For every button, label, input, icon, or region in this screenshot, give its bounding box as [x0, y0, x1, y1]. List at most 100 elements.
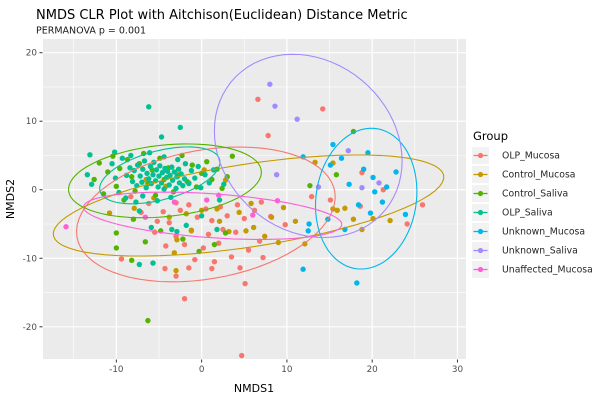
data-point	[248, 200, 254, 207]
data-point	[241, 215, 247, 222]
confidence-ellipse-OLP_Mucosa	[76, 146, 336, 283]
data-point	[229, 153, 236, 159]
legend-item-label: OLP_Mucosa	[502, 151, 560, 162]
data-point	[174, 237, 180, 243]
data-point	[209, 265, 215, 272]
x-tick-label: 30	[452, 365, 464, 375]
data-point	[192, 175, 198, 181]
data-point	[140, 193, 146, 199]
data-point	[272, 103, 278, 109]
data-point	[221, 181, 227, 187]
data-point	[215, 192, 222, 198]
data-point	[137, 173, 143, 179]
data-point	[128, 174, 135, 180]
data-point	[146, 200, 152, 207]
data-point	[209, 217, 215, 224]
data-point	[127, 165, 133, 171]
data-point	[158, 134, 165, 140]
confidence-ellipse-Unaffected_Mucosa	[83, 191, 343, 240]
y-tick-label: -10	[23, 254, 38, 264]
data-point	[200, 245, 207, 251]
data-point	[188, 167, 195, 174]
data-point	[306, 221, 312, 227]
data-point	[173, 273, 179, 279]
y-tick-label: -20	[23, 323, 38, 333]
data-point	[171, 169, 178, 175]
data-point	[141, 158, 148, 164]
data-point	[334, 207, 340, 214]
data-point	[152, 192, 159, 198]
data-point	[153, 167, 160, 173]
legend-item-label: Unknown_Saliva	[502, 246, 578, 257]
legend-item-Unknown_Saliva: Unknown_Saliva	[472, 242, 578, 259]
x-tick-label: 0	[199, 365, 205, 375]
data-point	[166, 214, 172, 220]
confidence-ellipse-Control_Mucosa	[52, 154, 445, 257]
data-point	[63, 224, 69, 230]
y-tick-label: 0	[31, 186, 37, 196]
legend-items: OLP_Mucosa Control_Mucosa Control_Saliva OL…	[472, 147, 593, 278]
data-point	[206, 180, 213, 186]
data-point	[228, 254, 235, 260]
x-tick-label: 20	[367, 365, 379, 375]
data-point	[188, 227, 195, 233]
points-OLP_Mucosa	[118, 96, 426, 359]
axis-tick-labels: -10 0 10 20 30 -20 -10 0 10 20	[23, 49, 464, 375]
data-point	[216, 218, 223, 224]
confidence-ellipse-Unknown_Saliva	[213, 53, 403, 239]
data-point	[204, 158, 210, 165]
data-point	[370, 174, 376, 181]
data-point	[161, 186, 167, 192]
data-point	[216, 197, 223, 203]
data-point	[150, 260, 156, 266]
data-point	[128, 152, 134, 159]
data-point	[265, 132, 271, 139]
data-point	[376, 180, 382, 186]
data-point	[233, 229, 239, 235]
plot-title: NMDS CLR Plot with Aitchison(Euclidean) …	[36, 8, 408, 23]
data-point	[88, 181, 95, 187]
data-point	[365, 150, 371, 156]
data-point	[236, 209, 242, 216]
data-point	[346, 181, 352, 187]
data-point	[173, 267, 179, 274]
data-point	[106, 210, 113, 216]
data-point	[330, 141, 336, 148]
data-point	[111, 149, 118, 155]
legend-key-point	[477, 247, 484, 254]
data-point	[117, 165, 123, 172]
data-point	[250, 224, 257, 231]
data-point	[167, 172, 173, 179]
data-point	[280, 204, 287, 211]
points-Unaffected_Mucosa	[63, 192, 281, 230]
data-point	[211, 241, 218, 248]
data-point	[119, 155, 126, 161]
legend-key-point	[477, 266, 484, 273]
data-point	[128, 193, 134, 200]
data-point	[219, 185, 225, 192]
data-point	[148, 224, 155, 231]
data-point	[242, 280, 248, 287]
data-point	[355, 202, 362, 208]
data-point	[175, 156, 181, 163]
confidence-ellipse-OLP_Saliva	[99, 146, 221, 205]
data-point	[144, 170, 150, 177]
data-point	[146, 176, 152, 182]
data-point	[145, 317, 151, 324]
data-point	[186, 265, 192, 271]
data-point	[192, 256, 198, 263]
legend-item-label: Control_Mucosa	[502, 170, 576, 181]
legend-item-OLP_Saliva: OLP_Saliva	[472, 204, 553, 221]
data-point	[146, 104, 152, 110]
data-point	[268, 214, 275, 220]
data-point	[123, 195, 129, 201]
data-point	[186, 180, 192, 187]
data-point	[177, 124, 184, 131]
data-point	[222, 230, 229, 236]
legend-item-Control_Saliva: Control_Saliva	[472, 185, 568, 202]
data-point	[194, 214, 201, 220]
data-point	[273, 171, 280, 178]
data-point	[320, 106, 326, 112]
data-point	[154, 218, 160, 224]
data-point	[140, 166, 146, 172]
